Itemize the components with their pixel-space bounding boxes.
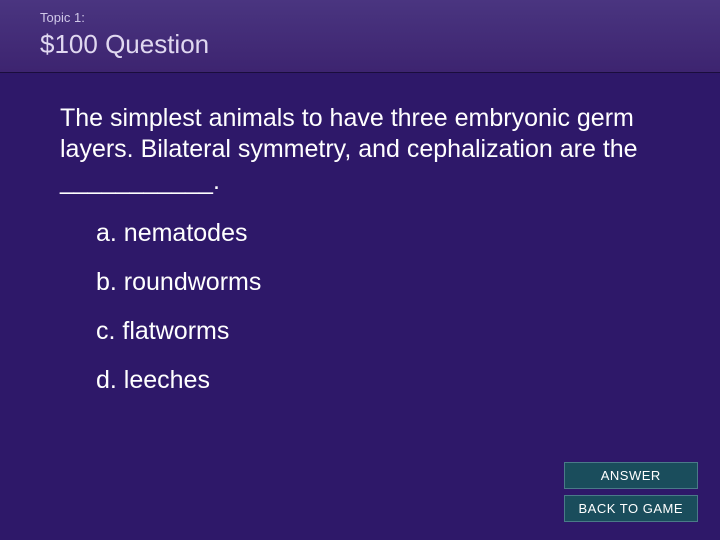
content-area: The simplest animals to have three embry… xyxy=(0,73,720,395)
topic-label: Topic 1: xyxy=(40,10,680,25)
back-to-game-button[interactable]: BACK TO GAME xyxy=(564,495,699,522)
option-b: b. roundworms xyxy=(96,268,660,297)
header: Topic 1: $100 Question xyxy=(0,0,720,73)
option-c: c. flatworms xyxy=(96,317,660,346)
option-a: a. nematodes xyxy=(96,219,660,248)
question-text: The simplest animals to have three embry… xyxy=(60,103,660,197)
answer-button[interactable]: ANSWER xyxy=(564,462,699,489)
button-group: ANSWER BACK TO GAME xyxy=(564,462,699,522)
options-list: a. nematodes b. roundworms c. flatworms … xyxy=(60,219,660,395)
question-title: $100 Question xyxy=(40,29,680,60)
option-d: d. leeches xyxy=(96,366,660,395)
